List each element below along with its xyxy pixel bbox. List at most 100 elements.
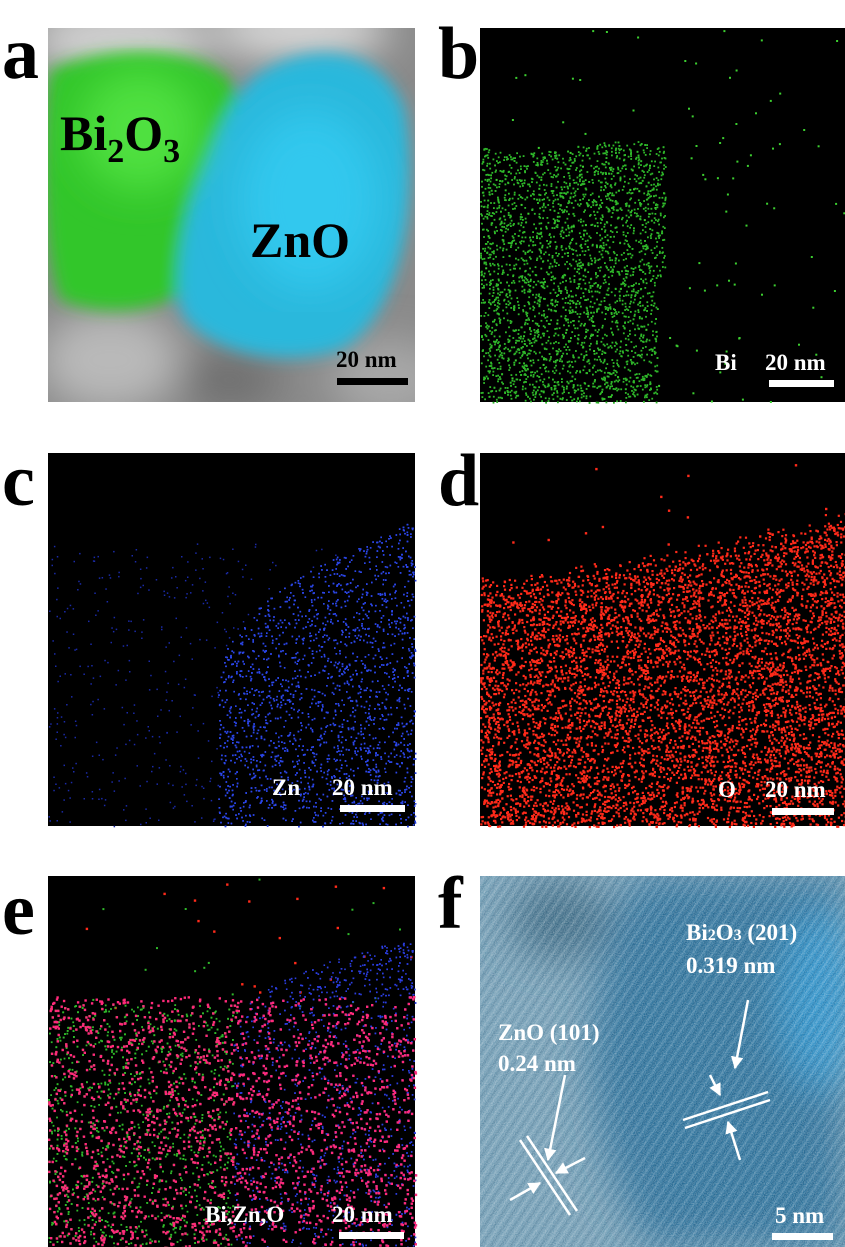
map-dot [614,345,616,347]
map-dot [524,340,526,342]
map-dot [550,173,552,175]
map-dot [494,330,496,332]
map-dot [54,708,56,710]
map-dot [601,202,603,204]
map-dot [612,170,614,172]
map-dot [655,238,657,240]
map-dot [604,152,606,154]
map-dot [543,184,545,186]
map-dot [527,323,529,325]
map-dot [530,401,532,403]
map-dot [211,761,213,763]
map-dot [500,170,502,172]
map-dot [646,144,648,146]
map-dot [626,205,628,207]
map-dot [640,297,642,299]
map-dot [591,291,593,293]
map-dot [821,376,823,378]
map-dot [603,247,605,249]
map-dot [594,359,596,361]
map-dot [604,345,606,347]
map-dot [598,267,600,269]
map-dot [608,193,610,195]
map-dot [567,218,569,220]
map-dot [492,302,494,304]
map-dot [535,228,537,230]
map-dot [598,153,600,155]
map-dot [541,390,543,392]
map-dot [511,220,513,222]
scale-bar-label: 20 nm [336,347,397,372]
map-dot [545,370,547,372]
map-dot [490,283,492,285]
map-dot [657,148,659,150]
map-dot [656,371,658,373]
map-dot [625,258,627,260]
map-dot [537,280,539,282]
map-dot [608,396,610,398]
map-dot [509,367,511,369]
map-dot [530,333,532,335]
map-dot [526,319,528,321]
map-dot [517,198,519,200]
map-dot [540,252,542,254]
map-dot [497,359,499,361]
map-dot [605,182,607,184]
map-dot [493,310,495,312]
map-dot [643,326,645,328]
map-dot [585,188,587,190]
map-dot [602,325,604,327]
map-dot [556,390,558,392]
map-dot [55,666,57,668]
map-dot [493,287,495,289]
map-dot [562,212,564,214]
map-dot [643,401,645,403]
map-dot [637,325,639,327]
map-dot [191,805,193,807]
map-dot [620,350,622,352]
map-dot [497,197,499,199]
map-dot [561,192,563,194]
map-dot [562,307,564,309]
map-dot [242,576,244,578]
map-dot [556,226,558,228]
map-dot [546,271,548,273]
map-dot [652,350,654,352]
map-dot [213,819,215,821]
map-dot [654,257,656,259]
map-dot [487,352,489,354]
map-dot [541,247,543,249]
map-dot [536,371,538,373]
map-dot [226,573,228,575]
map-dot [519,172,521,174]
map-dot [650,348,652,350]
map-dot [502,235,504,237]
map-dot [55,784,57,786]
map-dot [559,208,561,210]
map-dot [554,305,556,307]
map-dot [533,309,535,311]
map-dot [513,274,515,276]
map-dot [647,199,649,201]
map-dot [232,593,234,595]
map-dot [654,285,656,287]
map-dot [607,183,609,185]
map-dot [518,307,520,309]
map-dot [588,291,590,293]
map-dot [645,341,647,343]
map-dot [213,821,215,823]
map-dot [550,358,552,360]
map-dot [541,285,543,287]
map-dot [540,179,542,181]
map-dot [613,388,615,390]
map-dot [577,313,579,315]
map-dot [563,389,565,391]
map-dot [584,337,586,339]
map-dot [637,37,639,39]
map-dot [648,399,650,401]
map-dot [518,313,520,315]
map-dot [646,194,648,196]
map-dot [593,312,595,314]
map-dot [616,157,618,159]
map-dot [604,300,606,302]
